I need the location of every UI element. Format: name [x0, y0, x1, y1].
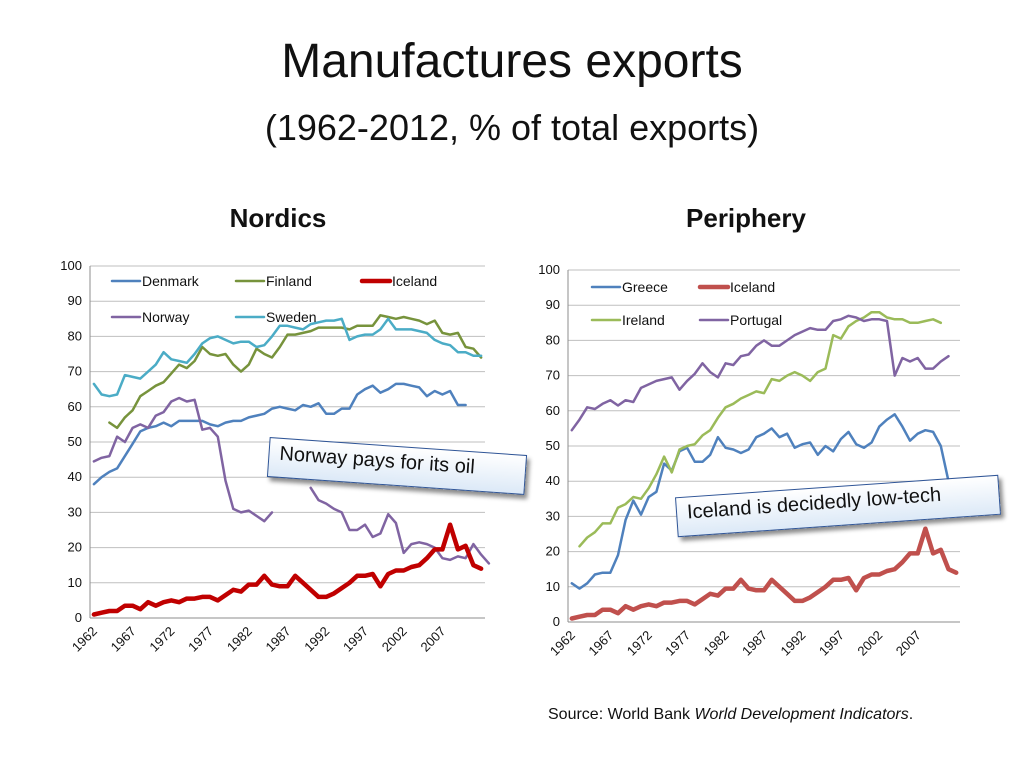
y-tick-label: 10: [68, 575, 82, 590]
y-tick-label: 100: [538, 262, 560, 277]
slide-title: Manufactures exports: [281, 35, 743, 88]
series-line-norway: [92, 396, 491, 565]
x-tick-label: 1972: [146, 624, 177, 655]
x-tick-label: 1977: [185, 624, 216, 655]
x-tick-label: 1982: [224, 624, 255, 655]
chart-periphery: 0 10 20 30 40 50 60 70 80 90 100 1962 1967 1972 1977 19…: [538, 262, 960, 659]
x-tick-label: 1987: [739, 628, 770, 659]
series-line-portugal: [570, 314, 950, 432]
y-tick-label: 10: [546, 579, 560, 594]
y-tick-label: 70: [68, 364, 82, 379]
source-prefix: Source: World Bank: [548, 706, 695, 723]
legend-label-iceland: Iceland: [392, 273, 437, 289]
legend-label-iceland: Iceland: [730, 279, 775, 295]
x-tick-label: 1972: [624, 628, 655, 659]
x-tick-label: 1962: [69, 624, 100, 655]
y-tick-label: 100: [60, 258, 82, 273]
legend-label-finland: Finland: [266, 273, 312, 289]
x-tick-label: 1992: [301, 624, 332, 655]
x-tick-label: 1997: [340, 624, 371, 655]
legend-label-portugal: Portugal: [730, 312, 782, 328]
series-line-denmark: [92, 382, 467, 486]
series-line-iceland: [91, 522, 484, 617]
series-line-finland: [108, 314, 483, 430]
x-tick-label: 2002: [854, 628, 885, 659]
series-line-greece: [570, 413, 950, 590]
legend-label-sweden: Sweden: [266, 309, 317, 325]
y-tick-label: 30: [68, 504, 82, 519]
series-line-sweden: [92, 317, 483, 398]
slide-subtitle: (1962-2012, % of total exports): [264, 107, 760, 148]
chart-title-nordics: Nordics: [229, 203, 327, 233]
y-tick-label: 70: [546, 368, 560, 383]
x-tick-label: 1967: [108, 624, 139, 655]
series-line-iceland: [569, 526, 959, 621]
x-tick-label: 2007: [893, 628, 924, 659]
y-tick-label: 90: [546, 297, 560, 312]
y-tick-label: 80: [68, 328, 82, 343]
y-tick-label: 30: [546, 508, 560, 523]
y-tick-label: 50: [68, 434, 82, 449]
y-tick-label: 40: [68, 469, 82, 484]
series-line-ireland: [578, 310, 943, 548]
y-tick-label: 80: [546, 332, 560, 347]
y-tick-label: 20: [68, 540, 82, 555]
legend-label-norway: Norway: [142, 309, 189, 325]
x-tick-label: 1962: [547, 628, 578, 659]
y-tick-label: 20: [546, 544, 560, 559]
legend-label-denmark: Denmark: [142, 273, 200, 289]
source-note: Source: World Bank World Development Ind…: [548, 706, 913, 724]
x-tick-label: 1992: [777, 628, 808, 659]
x-tick-label: 2002: [379, 624, 410, 655]
source-name: World Development Indicators: [694, 706, 909, 723]
y-tick-label: 0: [75, 610, 82, 625]
x-tick-label: 1997: [816, 628, 847, 659]
y-tick-label: 60: [546, 403, 560, 418]
y-tick-label: 90: [68, 293, 82, 308]
x-tick-label: 1987: [263, 624, 294, 655]
source-suffix: .: [908, 706, 914, 723]
x-tick-label: 1982: [701, 628, 732, 659]
x-tick-label: 1967: [585, 628, 616, 659]
x-tick-label: 2007: [417, 624, 448, 655]
y-tick-label: 50: [546, 438, 560, 453]
legend-label-greece: Greece: [622, 279, 668, 295]
y-tick-label: 60: [68, 399, 82, 414]
x-tick-label: 1977: [662, 628, 693, 659]
y-tick-label: 40: [546, 473, 560, 488]
chart-title-periphery: Periphery: [686, 203, 806, 233]
y-tick-label: 0: [553, 614, 560, 629]
legend-label-ireland: Ireland: [622, 312, 665, 328]
